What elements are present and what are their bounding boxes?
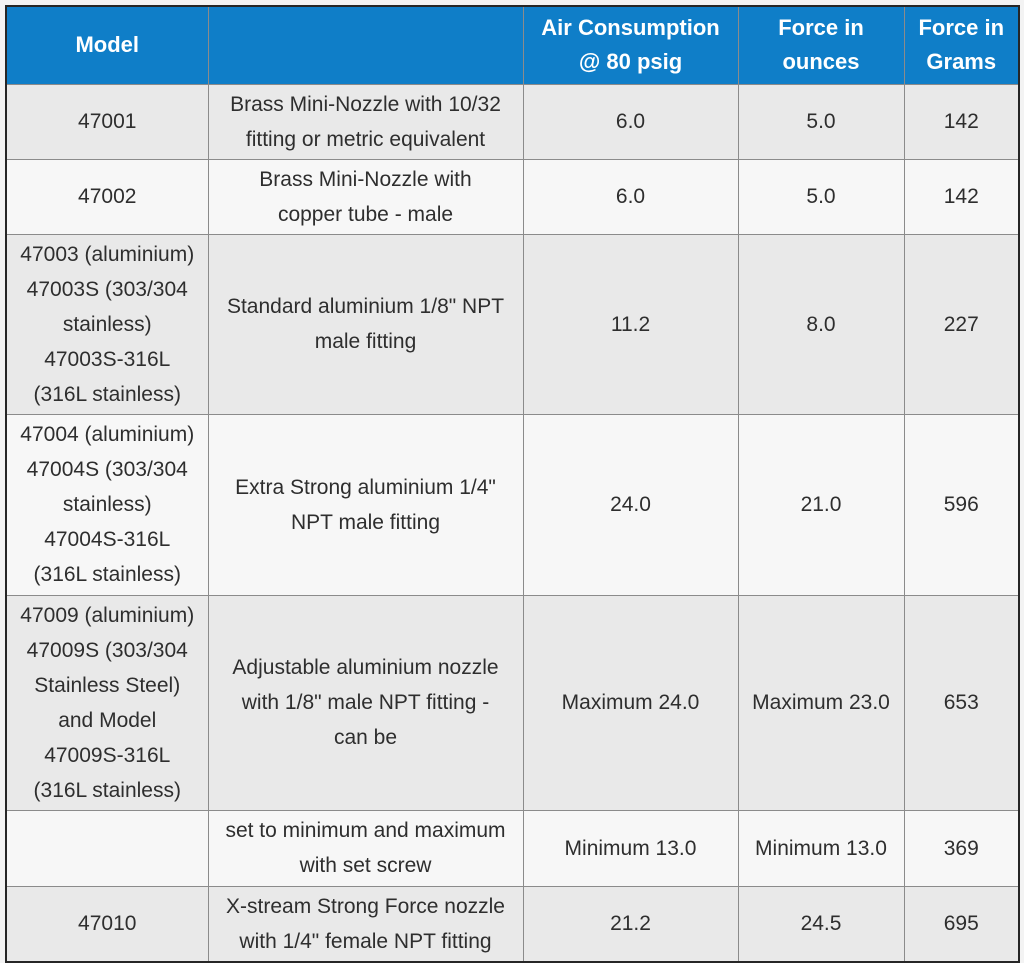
air-consumption-cell: Minimum 13.0 [522,809,739,887]
force-grams-cell: 653 [903,594,1020,811]
model-cell: 47002 [5,158,209,235]
force-grams-cell: 596 [903,413,1020,596]
model-cell: 47004 (aluminium) 47004S (303/304 stainl… [5,413,209,596]
model-cell [5,809,209,887]
nozzle-spec-table-container: Model Air Consumption @ 80 psig Force in… [5,5,1020,963]
table-row: 47009 (aluminium) 47009S (303/304 Stainl… [5,594,1020,811]
table-row: 47003 (aluminium) 47003S (303/304 stainl… [5,233,1020,415]
force-grams-cell: 369 [903,809,1020,887]
force-grams-cell: 142 [903,83,1020,160]
force-ounces-cell: 5.0 [737,83,905,160]
column-header-air-consumption: Air Consumption @ 80 psig [522,5,739,85]
force-ounces-cell: Minimum 13.0 [737,809,905,887]
air-consumption-cell: 6.0 [522,83,739,160]
description-cell: Brass Mini-Nozzle with copper tube - mal… [207,158,524,235]
table-row: 47010 X-stream Strong Force nozzle with … [5,885,1020,962]
nozzle-spec-table: Model Air Consumption @ 80 psig Force in… [5,5,1020,963]
description-cell: Standard aluminium 1/8" NPT male fitting [207,233,524,415]
force-grams-cell: 695 [903,885,1020,962]
table-row: 47002 Brass Mini-Nozzle with copper tube… [5,158,1020,235]
table-row: set to minimum and maximum with set scre… [5,809,1020,887]
description-cell: Brass Mini-Nozzle with 10/32 fitting or … [207,83,524,160]
model-cell: 47001 [5,83,209,160]
model-cell: 47003 (aluminium) 47003S (303/304 stainl… [5,233,209,415]
model-cell: 47009 (aluminium) 47009S (303/304 Stainl… [5,594,209,811]
description-cell: set to minimum and maximum with set scre… [207,809,524,887]
force-ounces-cell: Maximum 23.0 [737,594,905,811]
air-consumption-cell: 6.0 [522,158,739,235]
force-ounces-cell: 8.0 [737,233,905,415]
air-consumption-cell: 24.0 [522,413,739,596]
force-ounces-cell: 24.5 [737,885,905,962]
force-ounces-cell: 21.0 [737,413,905,596]
column-header-description [207,5,524,85]
column-header-model: Model [5,5,209,85]
force-grams-cell: 142 [903,158,1020,235]
table-row: 47001 Brass Mini-Nozzle with 10/32 fitti… [5,83,1020,160]
force-ounces-cell: 5.0 [737,158,905,235]
description-cell: X-stream Strong Force nozzle with 1/4" f… [207,885,524,962]
air-consumption-cell: Maximum 24.0 [522,594,739,811]
force-grams-cell: 227 [903,233,1020,415]
description-cell: Extra Strong aluminium 1/4" NPT male fit… [207,413,524,596]
column-header-force-ounces: Force in ounces [737,5,905,85]
description-cell: Adjustable aluminium nozzle with 1/8" ma… [207,594,524,811]
column-header-force-grams: Force in Grams [903,5,1020,85]
air-consumption-cell: 11.2 [522,233,739,415]
air-consumption-cell: 21.2 [522,885,739,962]
table-row: 47004 (aluminium) 47004S (303/304 stainl… [5,413,1020,596]
model-cell: 47010 [5,885,209,962]
header-row: Model Air Consumption @ 80 psig Force in… [5,5,1020,85]
